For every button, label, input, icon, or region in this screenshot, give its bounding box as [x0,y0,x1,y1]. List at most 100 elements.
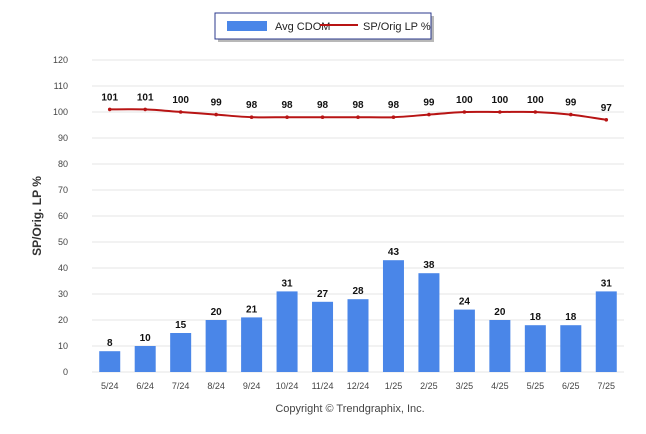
bar [560,325,582,372]
legend-label-avg-cdom: Avg CDOM [275,21,330,33]
y-tick-label: 40 [58,263,68,273]
y-tick-label: 70 [58,185,68,195]
y-tick-label: 60 [58,211,68,221]
x-tick-label: 7/24 [172,381,190,391]
bar-value-label: 8 [107,338,113,349]
bar [595,291,617,372]
line-value-label: 99 [423,98,435,109]
line-point [569,112,573,117]
bar [134,346,156,372]
y-tick-label: 0 [63,367,68,377]
x-tick-label: 5/25 [527,381,545,391]
y-tick-label: 120 [53,55,68,65]
line-value-label: 99 [565,98,577,109]
bar-value-label: 20 [494,307,506,318]
x-tick-label: 6/24 [136,381,154,391]
bar-value-label: 18 [530,312,542,323]
line-point [604,118,609,122]
bar-value-label: 28 [352,286,364,297]
x-axis-ticks: 5/24 6/24 7/24 8/24 9/24 10/24 11/24 12/24 1/25 2… [101,381,615,391]
line-point [533,110,538,114]
data-labels: 8 10 15 20 21 31 27 28 43 38 24 20 18 18 31 101 101 100 99… [101,92,612,349]
bar-value-label: 24 [459,297,471,308]
bar-value-label: 27 [317,289,329,300]
bar [453,309,475,372]
bar [418,273,440,372]
bar [489,320,511,372]
bar-value-label: 43 [388,247,400,258]
y-axis-title: SP/Orig. LP % [30,176,44,256]
line-value-label: 100 [172,95,189,106]
x-tick-label: 7/25 [598,381,616,391]
bar [524,325,546,372]
bar-value-label: 31 [601,278,613,289]
bar-value-label: 15 [175,320,187,331]
line-point [285,115,289,119]
x-tick-label: 6/25 [562,381,580,391]
bar [347,299,369,372]
y-tick-label: 50 [58,237,68,247]
x-tick-label: 10/24 [276,381,299,391]
line-point [107,107,112,112]
y-tick-label: 10 [58,341,68,351]
line-value-label: 100 [492,95,509,106]
line-point [214,112,218,117]
bar-value-label: 38 [423,260,435,271]
x-tick-label: 1/25 [385,381,403,391]
legend: Avg CDOM SP/Orig LP % [214,12,434,42]
line-value-label: 100 [527,95,544,106]
y-tick-label: 100 [53,107,68,117]
x-tick-label: 11/24 [312,381,334,391]
line-value-label: 101 [101,92,118,103]
bar [276,291,298,372]
x-tick-label: 3/25 [456,381,474,391]
bar-value-label: 31 [282,278,294,289]
bar [312,301,334,372]
bar [170,333,192,372]
line-value-label: 100 [456,95,473,106]
line-value-label: 98 [352,100,364,111]
bar [241,317,263,372]
line-value-label: 98 [246,100,258,111]
line-point [143,107,147,112]
x-tick-label: 2/25 [420,381,438,391]
legend-swatch-avg-cdom [227,21,267,31]
line-point [391,115,396,119]
line-point [498,110,502,114]
x-tick-label: 5/24 [101,381,119,391]
line-point [427,112,431,117]
y-tick-label: 20 [58,315,68,325]
bar-value-label: 20 [211,307,223,318]
bar [382,260,404,372]
x-tick-label: 4/25 [491,381,509,391]
line-value-label: 98 [282,100,294,111]
line-value-label: 98 [388,100,400,111]
line-value-label: 97 [601,103,613,114]
legend-label-sp-orig-lp: SP/Orig LP % [363,21,431,33]
line-point [320,115,325,119]
line-point [178,110,183,114]
bar [205,320,227,372]
bar-value-label: 18 [565,312,577,323]
y-tick-label: 80 [58,159,68,169]
bar-value-label: 10 [140,333,152,344]
line-point [356,115,360,119]
line-sp-orig-lp [107,107,609,122]
line-point [249,115,254,119]
bars-avg-cdom [99,260,617,372]
line-value-label: 101 [137,92,154,103]
y-axis-ticks: 0 10 20 30 40 50 60 70 80 90 100 110 120 [53,55,68,377]
y-tick-label: 110 [54,81,68,91]
line-value-label: 99 [211,98,223,109]
y-tick-label: 90 [58,133,68,143]
y-tick-label: 30 [58,289,68,299]
x-tick-label: 9/24 [243,381,261,391]
bar-value-label: 21 [246,304,258,315]
bar [99,351,121,372]
line-value-label: 98 [317,100,329,111]
x-tick-label: 8/24 [207,381,225,391]
x-tick-label: 12/24 [347,381,370,391]
copyright-text: Copyright © Trendgraphix, Inc. [275,403,424,415]
line-point [462,110,467,114]
